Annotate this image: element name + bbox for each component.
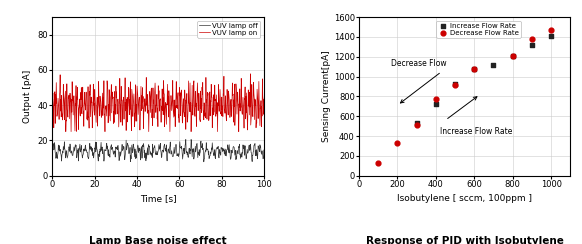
VUV lamp off bbox=[173, 154, 180, 157]
Decrease Flow Rate bbox=[546, 28, 556, 32]
Increase Flow Rate bbox=[431, 102, 441, 106]
VUV lamp on bbox=[247, 72, 254, 75]
VUV lamp off bbox=[103, 142, 110, 145]
Legend: Increase Flow Rate, Decrease Flow Rate: Increase Flow Rate, Decrease Flow Rate bbox=[436, 20, 520, 38]
Decrease Flow Rate bbox=[412, 123, 421, 127]
VUV lamp off bbox=[187, 138, 194, 141]
Increase Flow Rate bbox=[489, 63, 498, 67]
Line: VUV lamp off: VUV lamp off bbox=[52, 140, 264, 162]
Text: Lamp Base noise effect: Lamp Base noise effect bbox=[89, 236, 227, 244]
Y-axis label: Output [pA]: Output [pA] bbox=[23, 70, 32, 123]
VUV lamp on bbox=[208, 96, 215, 99]
Increase Flow Rate bbox=[412, 121, 421, 125]
VUV lamp off bbox=[190, 157, 197, 160]
Decrease Flow Rate bbox=[470, 67, 479, 71]
Increase Flow Rate bbox=[470, 67, 479, 71]
VUV lamp on bbox=[62, 130, 69, 133]
Decrease Flow Rate bbox=[508, 54, 517, 58]
VUV lamp off bbox=[144, 153, 151, 156]
Line: VUV lamp on: VUV lamp on bbox=[52, 74, 264, 132]
X-axis label: Isobutylene [ sccm, 100ppm ]: Isobutylene [ sccm, 100ppm ] bbox=[397, 194, 532, 203]
VUV lamp on bbox=[104, 79, 111, 82]
Increase Flow Rate bbox=[527, 43, 537, 47]
VUV lamp off bbox=[49, 148, 56, 151]
Y-axis label: Sensing Current[pA]: Sensing Current[pA] bbox=[322, 51, 331, 142]
VUV lamp on bbox=[145, 109, 152, 112]
VUV lamp on bbox=[49, 100, 56, 103]
Text: Increase Flow Rate: Increase Flow Rate bbox=[440, 127, 512, 136]
X-axis label: Time [s]: Time [s] bbox=[140, 194, 176, 203]
Text: Decrease Flow: Decrease Flow bbox=[391, 59, 446, 68]
VUV lamp off bbox=[209, 141, 216, 144]
Text: Response of PID with Isobutylene: Response of PID with Isobutylene bbox=[365, 236, 563, 244]
VUV lamp off bbox=[86, 142, 93, 145]
Decrease Flow Rate bbox=[431, 97, 441, 101]
Decrease Flow Rate bbox=[450, 83, 460, 87]
Decrease Flow Rate bbox=[527, 37, 537, 41]
Increase Flow Rate bbox=[546, 34, 556, 38]
Increase Flow Rate bbox=[508, 54, 517, 58]
VUV lamp on bbox=[174, 107, 181, 110]
Legend: VUV lamp off, VUV lamp on: VUV lamp off, VUV lamp on bbox=[197, 20, 260, 38]
VUV lamp on bbox=[190, 79, 197, 82]
VUV lamp off bbox=[260, 149, 267, 152]
VUV lamp off bbox=[200, 160, 207, 163]
Decrease Flow Rate bbox=[393, 142, 402, 145]
VUV lamp on bbox=[87, 83, 94, 86]
Increase Flow Rate bbox=[450, 82, 460, 86]
Decrease Flow Rate bbox=[374, 161, 383, 165]
VUV lamp on bbox=[260, 98, 267, 101]
